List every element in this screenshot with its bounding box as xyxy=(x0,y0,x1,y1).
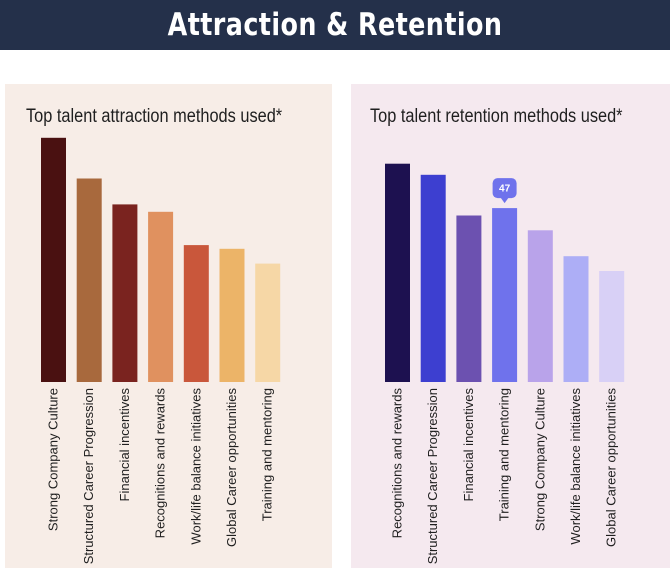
bar-recognitions-and-rewards[interactable] xyxy=(385,163,410,382)
x-tick-label: Financial incentives xyxy=(117,388,132,502)
x-tick-label: Work/life balance initiatives xyxy=(188,388,203,545)
retention-bar-chart: Recognitions and rewards Structured Caree… xyxy=(385,163,625,564)
retention-chart-title: Top talent retention methods used* xyxy=(370,106,623,127)
bar-training-and-mentoring[interactable] xyxy=(255,263,281,382)
x-tick-label: Structured Career Progression xyxy=(425,388,440,564)
bar-strong-company-culture[interactable] xyxy=(41,137,66,382)
attraction-panel: Top talent attraction methods used* Stro… xyxy=(5,84,332,568)
retention-panel: Top talent retention methods used* Recog… xyxy=(351,84,670,568)
x-tick-label: Work/life balance initiatives xyxy=(568,388,583,545)
value-tooltip: 47 xyxy=(492,178,517,204)
bar-financial-incentives[interactable] xyxy=(112,204,138,382)
x-tick-label: Structured Career Progression xyxy=(81,388,96,564)
tooltip-value: 47 xyxy=(499,184,511,195)
bar-strong-company-culture[interactable] xyxy=(527,230,553,382)
bar-work-life-balance-initiatives[interactable] xyxy=(183,245,209,382)
bar-training-and-mentoring[interactable] xyxy=(492,208,518,382)
bar-financial-incentives[interactable] xyxy=(456,215,482,383)
bar-structured-career-progression[interactable] xyxy=(420,174,446,382)
x-tick-label: Strong Company Culture xyxy=(532,388,547,531)
bar-work-life-balance-initiatives[interactable] xyxy=(563,256,589,382)
bar-recognitions-and-rewards[interactable] xyxy=(148,211,174,382)
x-tick-label: Financial incentives xyxy=(461,388,476,502)
x-tick-label: Global Career opportunities xyxy=(224,388,239,547)
attraction-bar-chart: Strong Company Culture Structured Career … xyxy=(41,137,281,564)
bar-global-career-opportunities[interactable] xyxy=(599,271,625,382)
page-title: Attraction & Retention xyxy=(167,7,503,43)
attraction-chart-title: Top talent attraction methods used* xyxy=(26,106,283,127)
bar-structured-career-progression[interactable] xyxy=(76,178,102,383)
x-tick-label: Training and mentoring xyxy=(497,388,512,521)
x-tick-label: Strong Company Culture xyxy=(46,388,61,531)
x-tick-label: Training and mentoring xyxy=(260,388,275,521)
x-tick-label: Recognitions and rewards xyxy=(390,388,405,539)
x-tick-label: Global Career opportunities xyxy=(604,388,619,547)
bar-global-career-opportunities[interactable] xyxy=(219,248,245,382)
header-banner: Attraction & Retention xyxy=(0,0,670,50)
x-tick-label: Recognitions and rewards xyxy=(153,388,168,539)
